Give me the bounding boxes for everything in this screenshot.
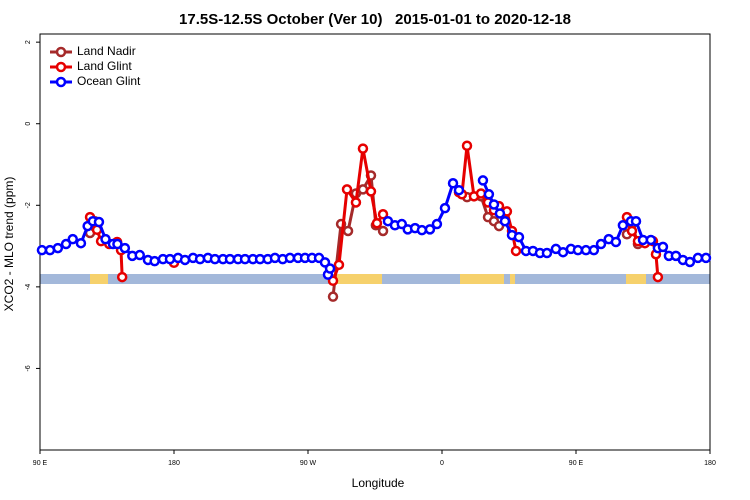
data-point: [100, 233, 111, 245]
data-point: [439, 202, 451, 214]
data-point: [357, 184, 369, 195]
x-tick-label: 180: [704, 460, 716, 467]
data-point: [494, 208, 506, 219]
legend-label: Ocean Glint: [77, 74, 141, 88]
data-point: [324, 263, 336, 274]
data-point: [617, 220, 629, 231]
land-strip: [626, 274, 646, 284]
series: [36, 175, 712, 280]
data-point: [684, 256, 696, 268]
legend-label: Land Nadir: [77, 44, 136, 58]
data-point: [453, 184, 465, 196]
data-point: [461, 140, 473, 151]
data-point: [164, 253, 176, 265]
data-point: [333, 259, 345, 271]
data-point: [483, 189, 495, 200]
data-point: [652, 271, 664, 283]
data-point: [657, 241, 669, 253]
chart-title: 17.5S-12.5S October (Ver 10) 2015-01-01 …: [179, 11, 571, 28]
data-point: [357, 143, 369, 154]
data-point: [52, 242, 64, 254]
land-strip: [510, 274, 515, 284]
data-point: [134, 249, 146, 261]
data-point: [377, 209, 389, 220]
land-strip: [334, 274, 382, 284]
data-point: [365, 186, 377, 197]
data-point: [447, 178, 459, 189]
data-point: [60, 238, 72, 250]
data-point: [499, 215, 511, 227]
data-point: [700, 252, 712, 264]
data-point: [341, 184, 353, 195]
data-point: [112, 238, 123, 250]
x-tick-label: 90 E: [33, 460, 48, 467]
data-point: [513, 231, 525, 243]
data-point: [595, 238, 607, 250]
x-tick-label: 0: [440, 460, 444, 467]
legend-label: Land Glint: [77, 59, 132, 73]
data-point: [610, 236, 622, 248]
data-point: [626, 225, 638, 237]
data-point: [371, 217, 383, 229]
surface-strip: [40, 274, 710, 284]
legend-marker: [55, 61, 67, 73]
land-strip: [90, 274, 108, 284]
data-point: [67, 233, 79, 245]
land-strip: [460, 274, 504, 284]
data-point: [149, 255, 160, 267]
x-tick-label: 90 W: [300, 460, 317, 467]
y-axis-label: XCO2 - MLO trend (ppm): [2, 177, 16, 312]
data-point: [510, 245, 522, 257]
legend-marker: [55, 76, 67, 88]
data-point: [93, 216, 105, 228]
data-point: [377, 225, 389, 237]
data-point: [431, 218, 443, 230]
data-point: [75, 237, 87, 249]
data-point: [541, 247, 553, 259]
y-tick-label: -2: [25, 202, 32, 208]
y-tick-label: -4: [25, 284, 32, 290]
data-point: [477, 175, 489, 186]
y-tick-label: 0: [25, 122, 32, 126]
x-axis-label: Longitude: [352, 476, 405, 490]
x-tick-label: 180: [168, 460, 180, 467]
data-point: [424, 224, 436, 235]
legend-marker: [55, 46, 67, 58]
series-line: [331, 148, 385, 282]
x-tick-label: 90 E: [569, 460, 584, 467]
data-point: [350, 197, 362, 208]
data-point: [342, 225, 354, 237]
y-tick-label: 2: [25, 40, 32, 44]
data-point: [116, 271, 128, 283]
data-point: [588, 244, 600, 256]
data-point: [119, 242, 131, 254]
plot-frame: [39, 33, 711, 451]
data-point: [645, 234, 657, 246]
data-point: [179, 254, 191, 266]
y-tick-label: -6: [25, 365, 32, 371]
data-point: [630, 215, 642, 227]
data-point: [488, 199, 500, 210]
data-point: [416, 224, 428, 236]
data-point: [327, 291, 339, 302]
